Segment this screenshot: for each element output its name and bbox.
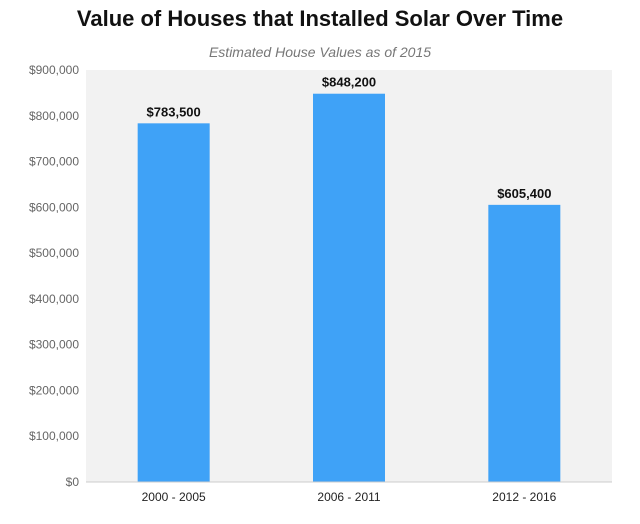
chart-subtitle: Estimated House Values as of 2015 (208, 44, 432, 60)
x-tick-label: 2006 - 2011 (317, 490, 380, 504)
bar-value-label: $605,400 (497, 186, 551, 201)
bar (313, 93, 385, 482)
y-tick-label: $800,000 (29, 109, 79, 123)
y-tick-label: $500,000 (29, 246, 79, 260)
y-tick-label: $300,000 (29, 338, 79, 352)
bar-series (137, 93, 561, 482)
y-tick-label: $200,000 (29, 383, 79, 397)
y-tick-label: $100,000 (29, 429, 79, 443)
x-tick-label: 2012 - 2016 (492, 490, 556, 504)
y-tick-label: $400,000 (29, 292, 79, 306)
x-axis: 2000 - 2005 2006 - 2011 2012 - 2016 (142, 490, 557, 504)
chart-title: Value of Houses that Installed Solar Ove… (76, 6, 564, 31)
bar (137, 123, 210, 482)
y-tick-label: $0 (66, 475, 80, 489)
y-axis: $0 $100,000 $200,000 $300,000 $400,000 $500,0… (29, 63, 79, 489)
bar (488, 204, 561, 482)
x-tick-label: 2000 - 2005 (142, 490, 206, 504)
y-tick-label: $700,000 (29, 155, 79, 169)
y-tick-label: $900,000 (29, 63, 79, 77)
y-tick-label: $600,000 (29, 200, 79, 214)
data-labels: $783,500 $848,200 $605,400 (147, 75, 552, 201)
bar-value-label: $783,500 (147, 104, 201, 119)
bar-value-label: $848,200 (322, 75, 376, 90)
